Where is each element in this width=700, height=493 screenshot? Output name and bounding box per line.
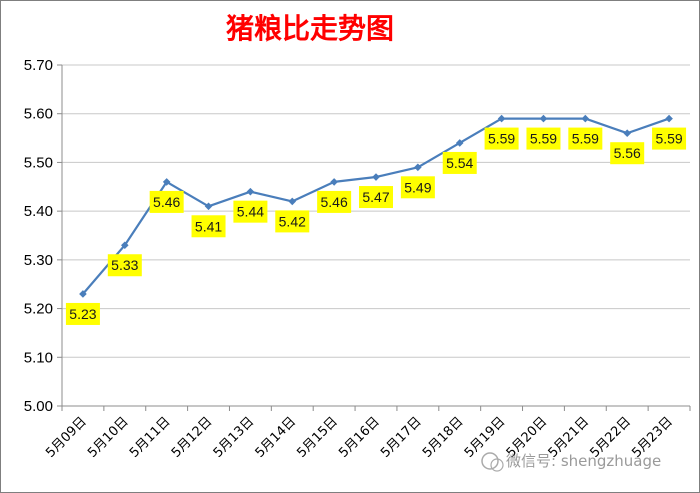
data-label: 5.42 xyxy=(279,213,306,229)
data-point xyxy=(665,114,673,123)
data-label-box xyxy=(568,127,603,150)
data-point xyxy=(581,114,590,123)
data-point xyxy=(455,139,464,147)
y-tick-label: 5.10 xyxy=(24,349,53,366)
wechat-icon xyxy=(481,452,499,470)
y-tick-label: 5.30 xyxy=(24,252,53,269)
data-label-box xyxy=(107,254,142,277)
data-label-box xyxy=(400,176,435,199)
data-label: 5.41 xyxy=(195,218,222,234)
watermark: 微信号: shengzhuage xyxy=(481,452,661,472)
data-point xyxy=(246,187,255,196)
y-tick-label: 5.70 xyxy=(24,57,53,74)
data-label-box xyxy=(233,200,268,223)
data-label: 5.59 xyxy=(530,131,557,147)
data-label-box xyxy=(65,302,100,325)
data-point xyxy=(623,129,631,137)
data-point xyxy=(121,241,129,250)
data-labels: 5.23 5.33 5.46 5.41 5.44 5.42 5.46 5.47 5.49 5.54… xyxy=(65,127,687,325)
y-tick-label: 5.60 xyxy=(24,106,53,123)
data-label: 5.23 xyxy=(69,306,96,322)
data-point xyxy=(330,178,338,186)
chart-title: 猪粮比走势图 xyxy=(226,12,394,45)
data-point xyxy=(497,114,506,123)
data-label: 5.46 xyxy=(321,194,348,210)
data-point xyxy=(204,202,213,211)
data-point xyxy=(162,178,171,186)
data-label-box xyxy=(610,142,645,165)
data-label: 5.54 xyxy=(446,155,473,171)
data-label-box xyxy=(149,190,184,213)
data-point xyxy=(288,197,297,206)
y-tick-label: 5.50 xyxy=(24,154,53,171)
data-label: 5.46 xyxy=(153,194,180,210)
data-point xyxy=(539,114,548,123)
y-tick-label: 5.40 xyxy=(24,203,53,220)
data-point xyxy=(372,173,380,181)
data-label-box xyxy=(526,127,561,150)
series-line xyxy=(79,114,673,298)
data-label: 5.44 xyxy=(237,204,264,220)
data-label-box xyxy=(442,151,477,174)
data-point xyxy=(79,290,87,298)
data-label-box xyxy=(275,210,310,233)
data-point xyxy=(414,163,422,172)
y-tick-label: 5.00 xyxy=(24,398,53,415)
data-label-box xyxy=(317,190,352,213)
watermark-text: 微信号: shengzhuage xyxy=(506,452,661,470)
data-label: 5.49 xyxy=(404,179,431,195)
data-label-box xyxy=(652,127,687,150)
data-label: 5.47 xyxy=(362,189,389,205)
y-tick-label: 5.20 xyxy=(24,301,53,318)
data-label: 5.59 xyxy=(572,131,599,147)
data-label-box xyxy=(191,215,226,238)
data-label: 5.59 xyxy=(655,131,682,147)
data-label: 5.33 xyxy=(111,257,138,273)
data-label-box xyxy=(359,186,393,209)
data-label: 5.56 xyxy=(614,145,641,161)
wechat-icon-inner xyxy=(490,458,504,472)
data-label-box xyxy=(484,127,519,150)
data-label: 5.59 xyxy=(488,131,515,147)
